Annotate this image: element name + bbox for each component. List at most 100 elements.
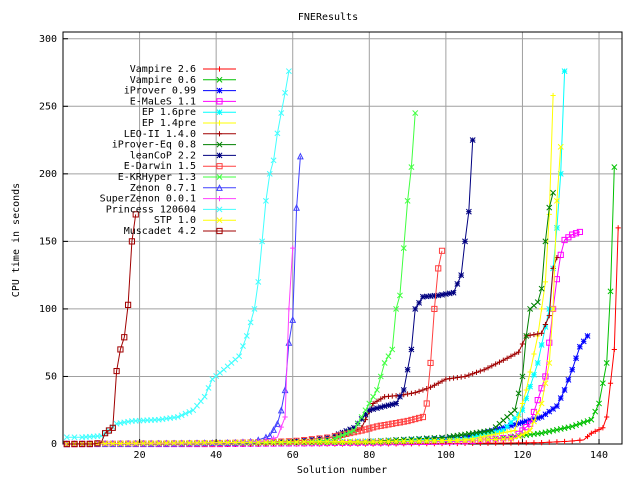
legend-entry: Princess 120604 — [106, 204, 236, 215]
data-point — [404, 391, 411, 397]
data-point — [493, 431, 499, 437]
data-point — [446, 290, 453, 297]
data-point — [301, 438, 308, 445]
legend-label: EP 1.4pre — [142, 118, 196, 129]
data-point — [466, 372, 472, 378]
data-point — [121, 334, 128, 341]
data-point — [362, 438, 369, 445]
data-point — [508, 440, 514, 446]
data-point — [63, 440, 70, 448]
data-point — [216, 196, 223, 202]
data-point — [611, 164, 618, 171]
series-10 — [63, 110, 419, 447]
y-tick-label: 250 — [39, 101, 57, 112]
data-point — [493, 361, 499, 367]
data-point — [194, 439, 200, 446]
data-point — [523, 387, 529, 393]
data-point — [255, 439, 262, 446]
data-point — [557, 251, 564, 258]
data-point — [416, 388, 422, 394]
legend-entry: E-Darwin 1.5 — [124, 161, 236, 172]
data-point — [358, 416, 365, 422]
x-tick-label: 100 — [437, 450, 455, 461]
data-point — [512, 427, 518, 434]
data-point — [523, 429, 530, 436]
data-point — [489, 363, 495, 369]
data-point — [508, 353, 514, 359]
data-point — [393, 438, 400, 445]
data-point — [290, 245, 296, 251]
legend-label: iProver-Eq 0.8 — [112, 140, 196, 151]
data-point — [408, 164, 415, 171]
data-point — [473, 433, 480, 440]
data-point — [385, 353, 392, 360]
data-point — [79, 440, 86, 448]
data-point — [443, 376, 449, 382]
data-point — [439, 437, 446, 444]
data-point — [124, 301, 132, 308]
data-point — [63, 434, 70, 441]
data-point — [592, 428, 598, 434]
data-point — [423, 435, 430, 442]
x-tick-label: 140 — [590, 450, 608, 461]
data-point — [71, 440, 78, 448]
data-point — [259, 238, 266, 245]
data-point — [465, 433, 472, 440]
legend-label: STP 1.0 — [154, 215, 196, 226]
chart-title: FNEResults — [298, 12, 358, 23]
legend-label: E-KRHyper 1.3 — [118, 172, 196, 183]
data-point — [308, 438, 315, 445]
series-line — [66, 257, 558, 445]
data-point — [550, 405, 557, 412]
data-point — [546, 359, 553, 366]
data-point — [155, 440, 162, 447]
series-3 — [63, 228, 583, 448]
data-point — [446, 437, 453, 444]
data-point — [148, 440, 155, 447]
data-point — [163, 440, 170, 447]
data-point — [128, 238, 136, 245]
data-point — [442, 291, 449, 298]
data-point — [216, 174, 223, 180]
data-point — [596, 426, 602, 433]
data-point — [94, 440, 101, 447]
data-point — [431, 437, 438, 444]
data-point — [538, 330, 545, 336]
data-point — [389, 401, 396, 408]
data-point — [86, 440, 93, 448]
data-point — [71, 434, 78, 441]
data-point — [534, 359, 541, 366]
data-point — [531, 440, 537, 446]
data-point — [561, 438, 568, 445]
data-point — [519, 400, 526, 407]
legend-entry: Vampire 2.6 — [130, 64, 236, 75]
data-point — [247, 439, 254, 446]
data-point — [393, 400, 400, 407]
data-point — [565, 376, 572, 383]
data-point — [500, 436, 507, 443]
data-point — [239, 343, 246, 350]
data-point — [596, 400, 602, 407]
data-point — [117, 440, 124, 447]
data-point — [381, 403, 388, 410]
data-point — [538, 341, 545, 348]
data-point — [404, 197, 411, 204]
data-point — [370, 393, 377, 400]
data-point — [216, 76, 223, 83]
data-point — [576, 228, 583, 236]
data-point — [557, 395, 564, 402]
data-point — [600, 425, 606, 431]
data-point — [431, 305, 438, 313]
data-point — [515, 390, 522, 397]
data-point — [389, 346, 396, 353]
data-point — [553, 224, 560, 231]
series-layer — [63, 68, 621, 448]
data-point — [607, 380, 614, 386]
data-point — [416, 437, 423, 444]
data-point — [615, 225, 621, 231]
data-point — [270, 157, 277, 164]
data-point — [201, 439, 208, 446]
data-point — [504, 355, 510, 361]
series-line — [66, 140, 474, 445]
data-point — [527, 369, 533, 375]
